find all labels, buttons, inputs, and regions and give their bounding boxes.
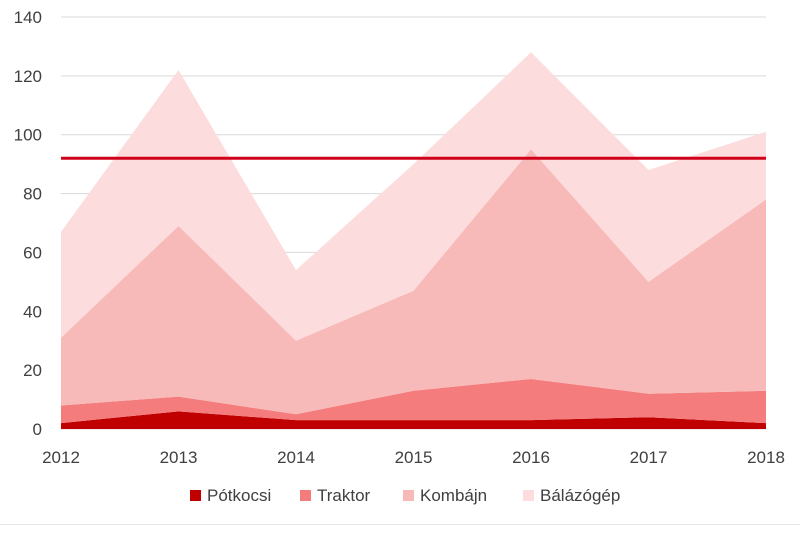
x-tick-label-2016: 2016 xyxy=(512,448,550,467)
x-tick-label-2018: 2018 xyxy=(747,448,785,467)
x-tick-label-2012: 2012 xyxy=(42,448,80,467)
area-series-1 xyxy=(61,378,766,424)
legend-label-2: Kombájn xyxy=(420,486,487,505)
legend-swatch-1 xyxy=(300,490,311,501)
area-series xyxy=(61,52,766,429)
y-axis-ticks: 0 20 40 60 80 100 120 140 xyxy=(14,8,42,439)
legend-label-0: Pótkocsi xyxy=(207,486,271,505)
area-series-3 xyxy=(61,52,766,341)
x-tick-label-2014: 2014 xyxy=(277,448,315,467)
x-tick-label-2013: 2013 xyxy=(160,448,198,467)
y-tick-label-100: 100 xyxy=(14,126,42,145)
x-tick-label-2015: 2015 xyxy=(395,448,433,467)
legend-swatch-3 xyxy=(523,490,534,501)
y-tick-label-40: 40 xyxy=(23,302,42,321)
x-tick-label-2017: 2017 xyxy=(630,448,668,467)
y-tick-label-80: 80 xyxy=(23,185,42,204)
legend-swatch-2 xyxy=(403,490,414,501)
y-tick-label-0: 0 xyxy=(33,420,42,439)
y-tick-label-60: 60 xyxy=(23,243,42,262)
bottom-divider xyxy=(0,524,800,525)
y-tick-label-140: 140 xyxy=(14,8,42,27)
y-tick-label-20: 20 xyxy=(23,361,42,380)
x-axis-ticks: 2012 2013 2014 2015 2016 2017 2018 xyxy=(42,448,785,467)
y-tick-label-120: 120 xyxy=(14,67,42,86)
legend-swatch-0 xyxy=(190,490,201,501)
legend-label-1: Traktor xyxy=(317,486,371,505)
legend-label-3: Bálázógép xyxy=(540,486,620,505)
legend: Pótkocsi Traktor Kombájn Bálázógép xyxy=(190,486,620,505)
